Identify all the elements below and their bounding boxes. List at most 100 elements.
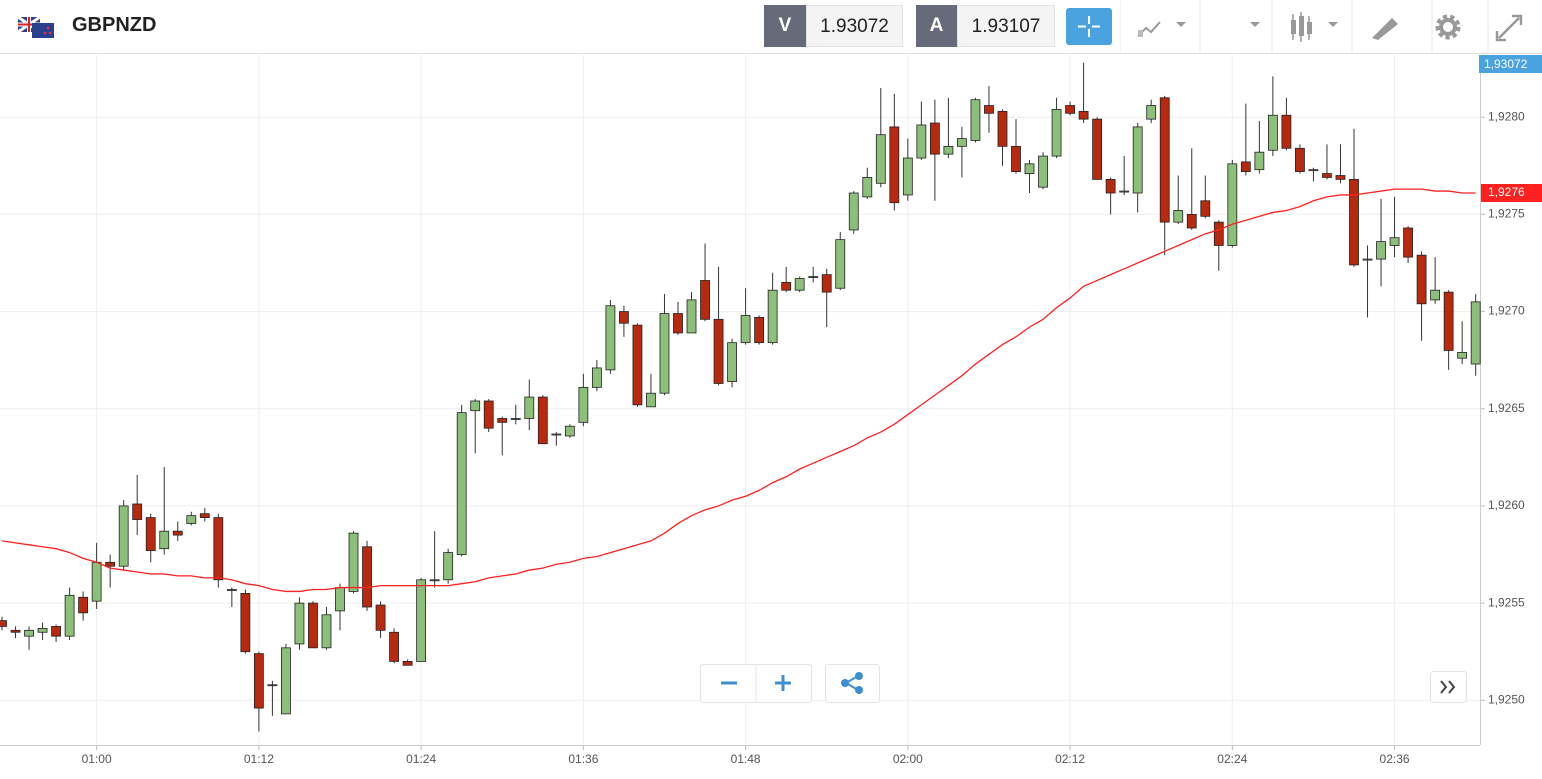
- y-tick-label: 1,9265: [1488, 401, 1525, 415]
- candle-up: [794, 278, 805, 291]
- candle-down: [1335, 175, 1346, 180]
- candle-down: [10, 629, 21, 633]
- flags: [18, 17, 54, 38]
- candle-down: [619, 311, 629, 324]
- candle-down: [929, 122, 940, 155]
- candle-down: [1322, 173, 1332, 178]
- toolbar: GBPNZD V 1.93072 A 1.93107: [0, 0, 1542, 54]
- y-tick-label: 1,9250: [1488, 692, 1525, 706]
- candle-up: [808, 276, 819, 278]
- candle-down: [632, 324, 643, 406]
- current-price-tag: [1479, 55, 1542, 73]
- candle-down: [754, 316, 765, 344]
- candle-down: [78, 596, 89, 614]
- candle-down: [483, 400, 494, 429]
- candle-up: [686, 299, 697, 334]
- current-price-label: 1,93072: [1484, 57, 1528, 71]
- candle-up: [281, 647, 291, 715]
- candle-down: [537, 396, 548, 445]
- candle-up: [835, 239, 846, 289]
- crosshair-button[interactable]: [1066, 8, 1112, 45]
- candle-up: [767, 289, 778, 344]
- ask-label[interactable]: A: [916, 5, 957, 47]
- scroll-end-button[interactable]: [1430, 671, 1467, 703]
- candle-down: [713, 318, 724, 384]
- candle-up: [943, 145, 954, 155]
- candle-up: [1119, 190, 1130, 193]
- candle-up: [1308, 169, 1319, 172]
- candle-down: [389, 631, 399, 662]
- candle-down: [1403, 227, 1413, 258]
- candle-up: [1362, 258, 1373, 261]
- candle-down: [172, 530, 183, 536]
- bid-price[interactable]: 1.93072: [806, 5, 903, 47]
- x-tick-label: 01:12: [244, 752, 274, 766]
- candle-up: [91, 561, 102, 602]
- candle-down: [984, 105, 994, 114]
- candle-up: [524, 396, 535, 419]
- candle-up: [1173, 210, 1184, 223]
- candle-up: [551, 433, 562, 436]
- zoom-buttons[interactable]: [700, 664, 812, 703]
- candle-up: [118, 505, 129, 567]
- candle-down: [1416, 254, 1427, 305]
- candle-down: [889, 126, 900, 204]
- candle-up: [186, 515, 197, 524]
- candle-up: [916, 124, 927, 159]
- candle-down: [1240, 161, 1251, 173]
- candle-down: [1200, 200, 1211, 217]
- share-button[interactable]: [825, 664, 880, 703]
- candle-up: [321, 614, 332, 649]
- candle-down: [375, 604, 386, 631]
- candle-down: [997, 110, 1008, 147]
- candle-up: [470, 400, 481, 412]
- x-tick-label: 02:24: [1217, 752, 1247, 766]
- candle-up: [37, 627, 48, 633]
- candle-up: [1457, 351, 1468, 359]
- line-last-tag: [1481, 184, 1542, 202]
- candle-up: [957, 138, 967, 147]
- line-last-label: 1,9276: [1488, 185, 1525, 199]
- candle-down: [673, 313, 683, 334]
- candle-up: [456, 412, 467, 555]
- candle-up: [24, 629, 34, 637]
- candle-up: [1132, 126, 1143, 194]
- y-tick-label: 1,9275: [1488, 207, 1525, 221]
- candle-up: [1376, 241, 1386, 260]
- candle-up: [1389, 237, 1400, 246]
- fullscreen-button[interactable]: [1495, 14, 1523, 42]
- candle-up: [1051, 109, 1062, 157]
- candle-down: [105, 561, 116, 567]
- candle-up: [875, 134, 886, 184]
- candle-up: [727, 342, 737, 382]
- candle-down: [145, 517, 156, 552]
- candle-type-button[interactable]: [1291, 12, 1338, 42]
- candle-down: [1011, 145, 1021, 173]
- chart-type-button[interactable]: [1137, 21, 1186, 37]
- x-tick-label: 01:00: [82, 752, 112, 766]
- y-tick-label: 1,9260: [1488, 498, 1525, 512]
- candle-up: [159, 530, 170, 550]
- candle-up: [1470, 301, 1481, 365]
- candle-up: [578, 386, 589, 423]
- candle-down: [51, 626, 61, 637]
- candle-down: [700, 280, 710, 320]
- candle-down: [1078, 110, 1089, 120]
- x-tick-label: 01:36: [568, 752, 598, 766]
- candle-down: [132, 503, 143, 520]
- candle-down: [497, 418, 508, 423]
- candle-down: [781, 282, 792, 291]
- candle-down: [821, 274, 832, 293]
- candle-up: [970, 99, 981, 141]
- candle-up: [1430, 289, 1441, 301]
- candle-up: [1146, 105, 1157, 120]
- candle-up: [659, 313, 670, 394]
- draw-button[interactable]: [1372, 18, 1398, 40]
- candle-up: [294, 602, 305, 645]
- ask-price[interactable]: 1.93107: [957, 5, 1055, 47]
- candle-down: [402, 661, 413, 666]
- settings-button[interactable]: [1435, 14, 1461, 40]
- candle-down: [362, 546, 372, 608]
- bid-label[interactable]: V: [764, 5, 806, 47]
- candle-down: [1092, 118, 1103, 180]
